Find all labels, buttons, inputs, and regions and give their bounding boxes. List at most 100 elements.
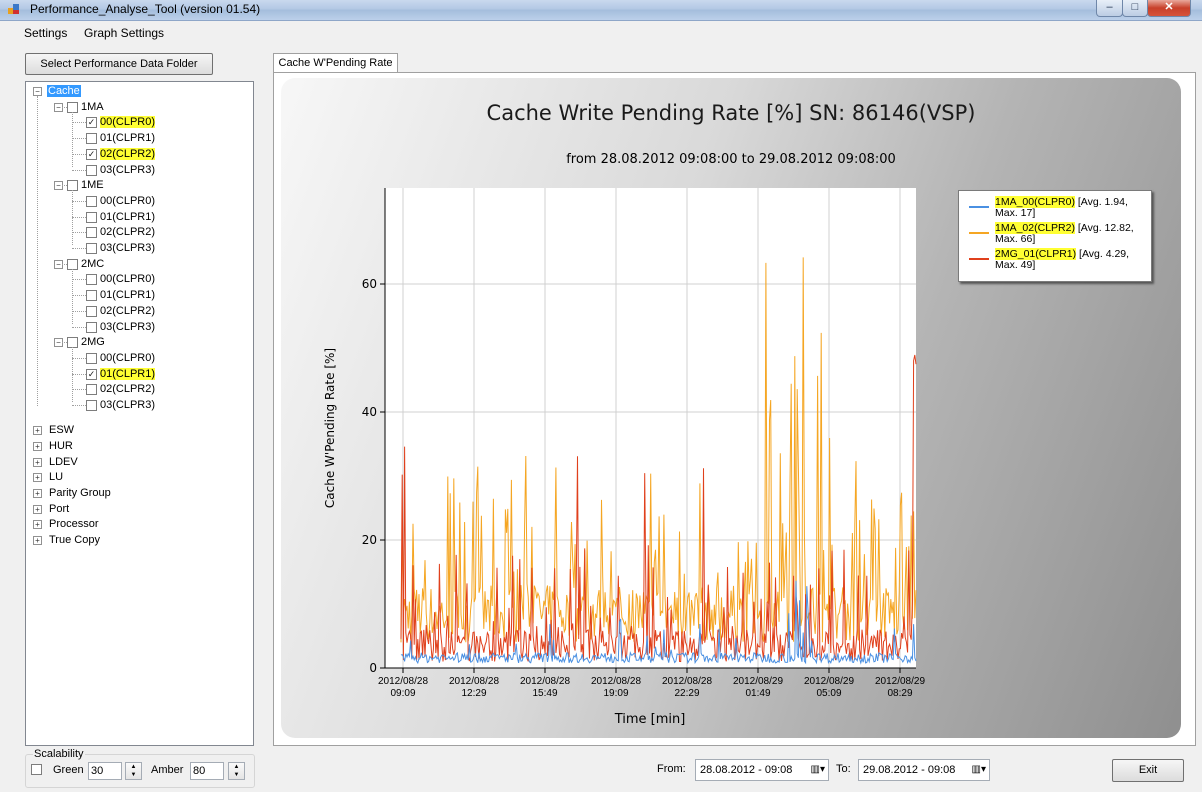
to-date-value: 29.08.2012 - 09:08 xyxy=(863,764,956,776)
tree-expander-hur[interactable]: + xyxy=(33,441,42,451)
tree-item[interactable]: 00(CLPR0) xyxy=(100,351,155,366)
tree-item[interactable]: 01(CLPR1) xyxy=(100,367,156,382)
tree-node-true-copy[interactable]: True Copy xyxy=(49,534,100,547)
to-date-picker[interactable]: 29.08.2012 - 09:08 ▥▾ xyxy=(858,759,990,781)
tree-node-lu[interactable]: LU xyxy=(49,471,64,484)
tree-item-label: 03(CLPR3) xyxy=(100,242,156,254)
tree-checkbox[interactable] xyxy=(86,305,97,317)
x-tick-label-time: 01:49 xyxy=(745,688,770,699)
x-tick-label-date: 2012/08/28 xyxy=(591,676,641,687)
tree-item-label: 00(CLPR0) xyxy=(100,273,156,286)
tree-checkbox[interactable]: ✓ xyxy=(86,148,97,160)
amber-input[interactable]: 80 xyxy=(190,762,224,780)
tree-expander-esw[interactable]: + xyxy=(33,426,42,436)
tree-node-processor[interactable]: Processor xyxy=(49,518,99,531)
green-spinner[interactable]: ▲ ▼ xyxy=(125,762,142,780)
tree-node-parity-group[interactable]: Parity Group xyxy=(49,486,111,499)
tree-item[interactable]: 01(CLPR1) xyxy=(100,288,155,303)
tree-connector xyxy=(72,389,86,391)
select-folder-button[interactable]: Select Performance Data Folder xyxy=(25,53,213,75)
tree-checkbox[interactable] xyxy=(86,290,97,302)
tree-item[interactable]: 03(CLPR3) xyxy=(100,163,155,178)
tree-connector xyxy=(72,310,86,312)
calendar-dropdown-icon[interactable]: ▥▾ xyxy=(810,764,825,775)
tree-expander-processor[interactable]: + xyxy=(33,520,42,530)
legend-series-stats: [Avg. 1.94, Max. 17] xyxy=(995,196,1128,219)
tree-item[interactable]: 01(CLPR1) xyxy=(100,210,155,225)
green-input[interactable]: 30 xyxy=(88,762,122,780)
menu-graph-settings[interactable]: Graph Settings xyxy=(84,26,165,40)
tree-node-port[interactable]: Port xyxy=(49,502,70,515)
data-tree[interactable]: − Cache −1MA ✓ 00(CLPR0) 01(CLPR1) ✓ 02(CLPR2) 0… xyxy=(25,81,254,746)
tree-item[interactable]: 02(CLPR2) xyxy=(100,382,155,397)
tree-node-2mg[interactable]: 2MG xyxy=(81,336,105,349)
tree-connector xyxy=(72,326,86,328)
tree-item-label: 02(CLPR2) xyxy=(100,383,156,396)
tree-item[interactable]: 03(CLPR3) xyxy=(100,241,155,256)
tree-item[interactable]: 02(CLPR2) xyxy=(100,225,155,240)
calendar-dropdown-icon[interactable]: ▥▾ xyxy=(971,764,986,775)
menu-settings[interactable]: Settings xyxy=(24,26,68,40)
tree-item[interactable]: 03(CLPR3) xyxy=(100,320,155,335)
tree-checkbox[interactable] xyxy=(86,321,97,333)
menu-bar xyxy=(0,21,1202,45)
tree-checkbox[interactable] xyxy=(86,211,97,223)
tree-checkbox[interactable] xyxy=(86,243,97,254)
scalability-checkbox[interactable] xyxy=(31,764,42,775)
tree-node-hur[interactable]: HUR xyxy=(49,439,73,452)
tree-expander-ldev[interactable]: + xyxy=(33,457,42,467)
legend-series-stats: [Avg. 12.82, Max. 66] xyxy=(995,222,1134,245)
amber-spinner[interactable]: ▲ ▼ xyxy=(228,762,245,780)
tree-item[interactable]: 02(CLPR2) xyxy=(100,147,156,162)
tree-connector xyxy=(72,200,86,202)
x-tick-label-date: 2012/08/28 xyxy=(378,676,428,687)
tree-item[interactable]: 02(CLPR2) xyxy=(100,304,155,319)
tree-checkbox[interactable] xyxy=(86,133,97,145)
tree-item[interactable]: 00(CLPR0) xyxy=(100,272,155,287)
x-tick-label-date: 2012/08/29 xyxy=(875,676,925,687)
x-tick-label-time: 15:49 xyxy=(532,688,557,699)
tree-expander-parity-group[interactable]: + xyxy=(33,488,42,498)
tree-checkbox[interactable] xyxy=(86,384,97,396)
tree-connector xyxy=(72,357,86,359)
tree-expander-lu[interactable]: + xyxy=(33,473,42,483)
tree-item[interactable]: 00(CLPR0) xyxy=(100,194,155,209)
tree-connector xyxy=(72,248,86,249)
to-label: To: xyxy=(836,763,851,775)
series-line-1ma-00-clpr0- xyxy=(400,580,917,665)
tree-checkbox[interactable] xyxy=(86,164,97,176)
tree-checkbox[interactable] xyxy=(86,274,97,286)
tree-node-ldev[interactable]: LDEV xyxy=(49,455,78,468)
tree-node-cache[interactable]: Cache xyxy=(47,84,81,99)
tree-connector xyxy=(62,342,67,344)
tree-item-label: 03(CLPR3) xyxy=(100,399,156,411)
tree-node-1me[interactable]: 1ME xyxy=(81,179,104,192)
tree-connector xyxy=(72,347,73,403)
tree-connector xyxy=(72,122,86,124)
exit-button[interactable]: Exit xyxy=(1112,759,1184,782)
tree-connector xyxy=(72,138,86,140)
from-date-value: 28.08.2012 - 09:08 xyxy=(700,764,793,776)
tree-checkbox[interactable] xyxy=(86,227,97,239)
tree-node-esw[interactable]: ESW xyxy=(49,424,75,437)
tree-expander-true-copy[interactable]: + xyxy=(33,536,42,546)
tree-item[interactable]: 00(CLPR0) xyxy=(100,115,156,130)
tree-checkbox[interactable] xyxy=(86,400,97,411)
legend-series-stats: [Avg. 4.29, Max. 49] xyxy=(995,248,1130,271)
tree-checkbox[interactable] xyxy=(86,352,97,364)
tree-item[interactable]: 03(CLPR3) xyxy=(100,398,155,413)
from-date-picker[interactable]: 28.08.2012 - 09:08 ▥▾ xyxy=(695,759,829,781)
tree-checkbox[interactable]: ✓ xyxy=(86,117,97,129)
tree-item[interactable]: 01(CLPR1) xyxy=(100,131,155,146)
tree-checkbox[interactable] xyxy=(86,195,97,207)
x-tick-label-time: 09:09 xyxy=(390,688,415,699)
tree-expander-port[interactable]: + xyxy=(33,504,42,514)
close-button[interactable]: ✕ xyxy=(1147,0,1191,17)
x-tick-label-time: 22:29 xyxy=(674,688,699,699)
tree-node-1ma[interactable]: 1MA xyxy=(81,100,104,113)
tree-node-2mc[interactable]: 2MC xyxy=(81,257,105,270)
tab-cache-wpending-rate[interactable]: Cache W'Pending Rate xyxy=(273,53,398,73)
tree-expander-cache[interactable]: − xyxy=(33,87,42,96)
x-tick-label-time: 19:09 xyxy=(603,688,628,699)
tree-checkbox[interactable]: ✓ xyxy=(86,368,97,380)
